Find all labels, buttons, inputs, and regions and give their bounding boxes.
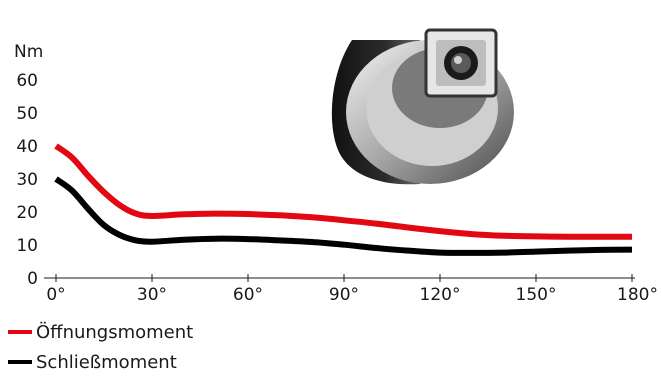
- legend-swatch-closing: [8, 360, 32, 364]
- y-tick-label: 0: [27, 269, 38, 289]
- x-axis-labels: 0° 30° 60° 90° 120° 150° 180°: [46, 285, 658, 305]
- x-tick-label: 150°: [516, 285, 557, 305]
- product-photo: [331, 28, 514, 185]
- x-tick-label: 60°: [233, 285, 263, 305]
- legend-item-opening: Öffnungsmoment: [8, 318, 193, 346]
- legend-item-closing: Schließmoment: [8, 348, 193, 376]
- series-line-opening-torque: [54, 143, 632, 240]
- legend-label-opening: Öffnungsmoment: [36, 321, 194, 343]
- y-tick-label: 60: [16, 71, 38, 91]
- x-tick-label: 30°: [137, 285, 167, 305]
- x-tick-label: 90°: [329, 285, 359, 305]
- x-tick-label: 180°: [617, 285, 658, 305]
- y-tick-label: 30: [16, 170, 38, 190]
- y-tick-label: 40: [16, 137, 38, 157]
- series-line-closing-torque: [54, 176, 633, 256]
- legend-swatch-opening: [8, 330, 32, 334]
- y-tick-label: 10: [16, 236, 38, 256]
- x-tick-label: 120°: [420, 285, 461, 305]
- series-lines: [54, 143, 633, 256]
- legend-label-closing: Schließmoment: [36, 351, 177, 373]
- x-tick-label: 0°: [46, 285, 65, 305]
- y-tick-label: 20: [16, 203, 38, 223]
- y-axis-labels: 0 10 20 30 40 50 60: [16, 71, 38, 289]
- y-tick-label: 50: [16, 104, 38, 124]
- y-axis-unit-label: Nm: [14, 42, 43, 62]
- legend: Öffnungsmoment Schließmoment: [8, 318, 193, 378]
